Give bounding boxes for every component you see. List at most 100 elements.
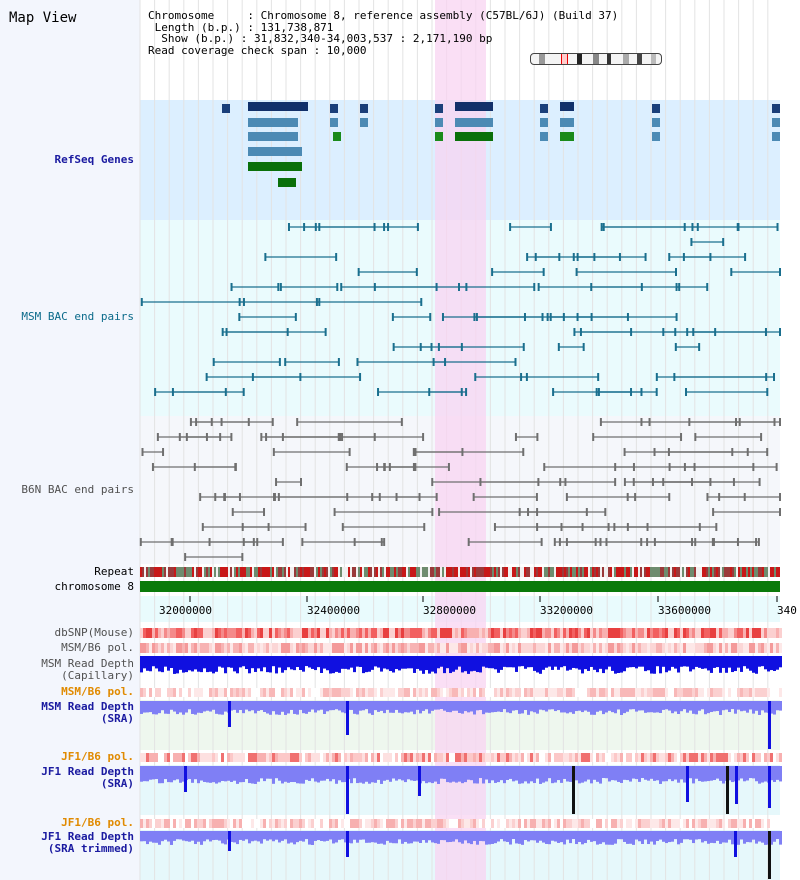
repeat-segment [248,567,250,577]
repeat-segment [252,567,254,577]
heatmap-cell [392,688,395,697]
depth-bar-capillary [704,656,707,669]
repeat-segment [740,567,742,577]
depth-bar [341,766,344,783]
depth-bar [461,766,464,784]
msm-bac-pair-end [764,328,767,336]
heatmap-cell [506,628,509,638]
depth-bar [263,831,266,840]
heatmap-cell [287,688,290,697]
depth-bar [140,831,143,842]
heatmap-cell [380,643,383,653]
msm-bac-pair-end [597,388,600,396]
heatmap-cell [689,819,692,828]
track-label-msm-b6-pol[interactable]: MSM/B6 pol. [61,641,134,654]
depth-bar [329,701,332,711]
heatmap-cell [431,688,434,697]
depth-bar [278,701,281,715]
b6n-bac-pair-end [779,508,781,516]
repeat-segment [148,567,150,577]
heatmap-cell [224,643,227,653]
track-label-msm-depth-capillary[interactable]: MSM Read Depth (Capillary) [0,658,134,682]
heatmap-cell [731,688,734,697]
repeat-segment [190,567,192,577]
depth-bar [368,701,371,714]
track-label-jf1-depth-sra[interactable]: JF1 Read Depth (SRA) [0,766,134,790]
track-label-msm-b6-pol-2[interactable]: MSM/B6 pol. [61,685,134,698]
repeat-segment [562,567,564,577]
heatmap-cell [176,628,179,638]
track-label-dbsnp[interactable]: dbSNP(Mouse) [54,626,134,639]
heatmap-cell [716,753,719,762]
repeat-segment [586,567,588,577]
depth-bar [692,701,695,714]
depth-bar-capillary [467,656,470,674]
track-label-chromosome[interactable]: chromosome 8 [54,580,134,593]
heatmap-cell [335,819,338,828]
heatmap-cell [518,819,521,828]
heatmap-cell [707,628,710,638]
track-label-refseq[interactable]: RefSeq Genes [54,153,134,166]
repeat-segment [412,567,414,577]
depth-bar [500,831,503,840]
repeat-segment [720,567,722,577]
repeat-segment [614,567,616,577]
heatmap-cell [620,753,623,762]
depth-bar [569,831,572,844]
heatmap-cell [392,628,395,638]
repeat-segment [540,567,542,577]
heatmap-cell [650,753,653,762]
heatmap-cell [215,753,218,762]
repeat-segment [560,567,562,577]
heatmap-cell [245,628,248,638]
heatmap-cell [254,688,257,697]
heatmap-cell [182,688,185,697]
depth-bar [770,831,773,845]
track-label-msm-bac[interactable]: MSM BAC end pairs [21,310,134,323]
heatmap-cell [590,628,593,638]
heatmap-cell [173,819,176,828]
heatmap-cell [722,753,725,762]
depth-bar [254,766,257,784]
track-label-repeat[interactable]: Repeat [94,565,134,578]
msm-bac-pair-end [357,268,360,276]
heatmap-cell [380,688,383,697]
heatmap-cell [779,643,782,653]
b6n-bac-pair-end [271,418,274,426]
depth-bar [350,831,353,844]
depth-bar [206,766,209,783]
depth-bar [539,701,542,710]
track-label-msm-depth-sra[interactable]: MSM Read Depth (SRA) [0,701,134,725]
depth-bar [323,766,326,781]
heatmap-cell [338,753,341,762]
heatmap-cell [566,819,569,828]
heatmap-cell [491,688,494,697]
heatmap-cell [452,688,455,697]
heatmap-cell [233,819,236,828]
heatmap-cell [539,643,542,653]
track-label-jf1-depth-trimmed[interactable]: JF1 Read Depth (SRA trimmed) [0,831,134,855]
heatmap-cell [464,753,467,762]
heatmap-cell [569,628,572,638]
depth-bar [575,701,578,712]
track-label-b6n-bac[interactable]: B6N BAC end pairs [21,483,134,496]
depth-bar [536,701,539,714]
heatmap-cell [284,643,287,653]
heatmap-cell [290,628,293,638]
depth-bar [716,766,719,779]
heatmap-cell [167,628,170,638]
repeat-segment [706,567,708,577]
heatmap-cell [314,643,317,653]
b6n-bac-pair-end [758,478,761,486]
track-label-jf1-b6-pol-2[interactable]: JF1/B6 pol. [61,816,134,829]
heatmap-cell [533,628,536,638]
track-label-jf1-b6-pol[interactable]: JF1/B6 pol. [61,750,134,763]
chromosome-ideogram[interactable] [530,53,662,65]
repeat-segment [402,567,404,577]
depth-bar [557,766,560,781]
heatmap-cell [764,643,767,653]
heatmap-cell [215,688,218,697]
depth-bar [638,701,641,711]
depth-bar [749,766,752,779]
